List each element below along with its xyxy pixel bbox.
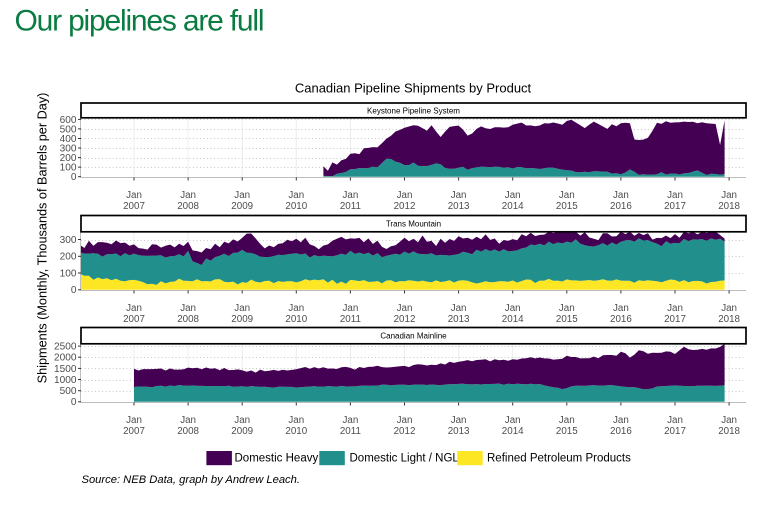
svg-text:Jan: Jan	[613, 190, 629, 201]
svg-text:Jan: Jan	[559, 190, 575, 201]
svg-text:Jan: Jan	[505, 415, 521, 426]
svg-text:Jan: Jan	[505, 303, 521, 314]
svg-text:Jan: Jan	[288, 190, 304, 201]
svg-text:2015: 2015	[556, 201, 578, 212]
svg-text:500: 500	[60, 386, 77, 397]
svg-text:2007: 2007	[123, 426, 145, 437]
svg-text:2018: 2018	[718, 314, 740, 325]
svg-text:Shipments (Monthly, Thousands: Shipments (Monthly, Thousands of Barrels…	[36, 93, 50, 384]
svg-text:2009: 2009	[231, 201, 253, 212]
svg-text:Jan: Jan	[667, 303, 683, 314]
svg-text:Jan: Jan	[288, 415, 304, 426]
svg-text:2017: 2017	[664, 201, 686, 212]
svg-text:2011: 2011	[340, 201, 361, 212]
svg-text:2017: 2017	[664, 426, 686, 437]
svg-text:Jan: Jan	[288, 303, 304, 314]
svg-text:Jan: Jan	[397, 303, 413, 314]
svg-text:Jan: Jan	[234, 415, 250, 426]
svg-text:Source: NEB Data, graph by And: Source: NEB Data, graph by Andrew Leach.	[82, 474, 300, 486]
svg-text:Jan: Jan	[613, 303, 629, 314]
svg-text:2014: 2014	[502, 426, 524, 437]
svg-text:2013: 2013	[448, 426, 470, 437]
svg-text:Jan: Jan	[721, 415, 737, 426]
svg-text:2007: 2007	[123, 201, 145, 212]
svg-text:2012: 2012	[394, 314, 416, 325]
svg-text:2010: 2010	[285, 314, 307, 325]
svg-text:2017: 2017	[664, 314, 686, 325]
svg-text:Jan: Jan	[451, 415, 467, 426]
svg-text:Jan: Jan	[234, 190, 250, 201]
svg-text:Jan: Jan	[126, 303, 142, 314]
svg-text:2008: 2008	[177, 426, 199, 437]
svg-text:Jan: Jan	[559, 303, 575, 314]
svg-text:300: 300	[60, 143, 77, 154]
svg-text:1500: 1500	[54, 364, 77, 375]
svg-text:Jan: Jan	[180, 190, 196, 201]
svg-text:Our pipelines are full: Our pipelines are full	[15, 5, 265, 38]
svg-text:Jan: Jan	[180, 415, 196, 426]
svg-text:2008: 2008	[177, 201, 199, 212]
svg-text:Jan: Jan	[343, 415, 359, 426]
svg-text:2013: 2013	[448, 314, 470, 325]
svg-text:Canadian Pipeline Shipments by: Canadian Pipeline Shipments by Product	[295, 81, 532, 96]
svg-text:2015: 2015	[556, 426, 578, 437]
svg-text:Refined Petroleum Products: Refined Petroleum Products	[487, 452, 631, 464]
svg-text:Jan: Jan	[667, 415, 683, 426]
svg-text:2013: 2013	[448, 201, 470, 212]
svg-text:Canadian Mainline: Canadian Mainline	[380, 332, 447, 341]
svg-text:Jan: Jan	[559, 415, 575, 426]
svg-text:2011: 2011	[340, 426, 361, 437]
svg-text:2008: 2008	[177, 314, 199, 325]
svg-text:2016: 2016	[610, 201, 632, 212]
svg-text:Trans Mountain: Trans Mountain	[386, 220, 441, 229]
svg-text:Jan: Jan	[505, 190, 521, 201]
svg-text:2012: 2012	[394, 426, 416, 437]
svg-text:2000: 2000	[54, 353, 77, 364]
svg-text:2014: 2014	[502, 201, 524, 212]
svg-text:400: 400	[60, 134, 77, 145]
svg-text:2007: 2007	[123, 314, 145, 325]
svg-text:1000: 1000	[54, 375, 77, 386]
svg-text:100: 100	[60, 163, 77, 174]
svg-text:Jan: Jan	[343, 303, 359, 314]
svg-text:2018: 2018	[718, 426, 740, 437]
svg-text:Domestic Heavy: Domestic Heavy	[235, 452, 319, 464]
svg-text:100: 100	[60, 268, 77, 279]
svg-text:2011: 2011	[340, 314, 361, 325]
svg-text:600: 600	[60, 115, 77, 126]
svg-text:2016: 2016	[610, 314, 632, 325]
svg-text:Jan: Jan	[721, 190, 737, 201]
svg-text:0: 0	[71, 397, 77, 408]
svg-text:300: 300	[60, 235, 77, 246]
svg-text:Jan: Jan	[667, 190, 683, 201]
svg-text:Jan: Jan	[343, 190, 359, 201]
svg-text:2010: 2010	[285, 201, 307, 212]
svg-text:200: 200	[60, 153, 77, 164]
svg-text:Jan: Jan	[397, 190, 413, 201]
svg-text:Keystone Pipeline System: Keystone Pipeline System	[367, 106, 460, 115]
svg-text:2016: 2016	[610, 426, 632, 437]
svg-text:0: 0	[71, 285, 77, 296]
svg-text:Jan: Jan	[126, 415, 142, 426]
svg-text:Jan: Jan	[397, 415, 413, 426]
svg-text:Jan: Jan	[180, 303, 196, 314]
svg-text:Jan: Jan	[721, 303, 737, 314]
svg-text:Jan: Jan	[451, 190, 467, 201]
svg-text:500: 500	[60, 124, 77, 135]
svg-text:2010: 2010	[285, 426, 307, 437]
svg-text:2018: 2018	[718, 201, 740, 212]
svg-text:Jan: Jan	[234, 303, 250, 314]
svg-text:Domestic Light / NGL: Domestic Light / NGL	[350, 452, 460, 464]
svg-text:Jan: Jan	[451, 303, 467, 314]
svg-text:2009: 2009	[231, 426, 253, 437]
svg-text:0: 0	[71, 172, 77, 183]
svg-text:2015: 2015	[556, 314, 578, 325]
svg-text:2009: 2009	[231, 314, 253, 325]
svg-text:2012: 2012	[394, 201, 416, 212]
svg-text:200: 200	[60, 252, 77, 263]
svg-text:Jan: Jan	[613, 415, 629, 426]
svg-text:2500: 2500	[54, 342, 77, 353]
svg-text:2014: 2014	[502, 314, 524, 325]
svg-text:Jan: Jan	[126, 190, 142, 201]
